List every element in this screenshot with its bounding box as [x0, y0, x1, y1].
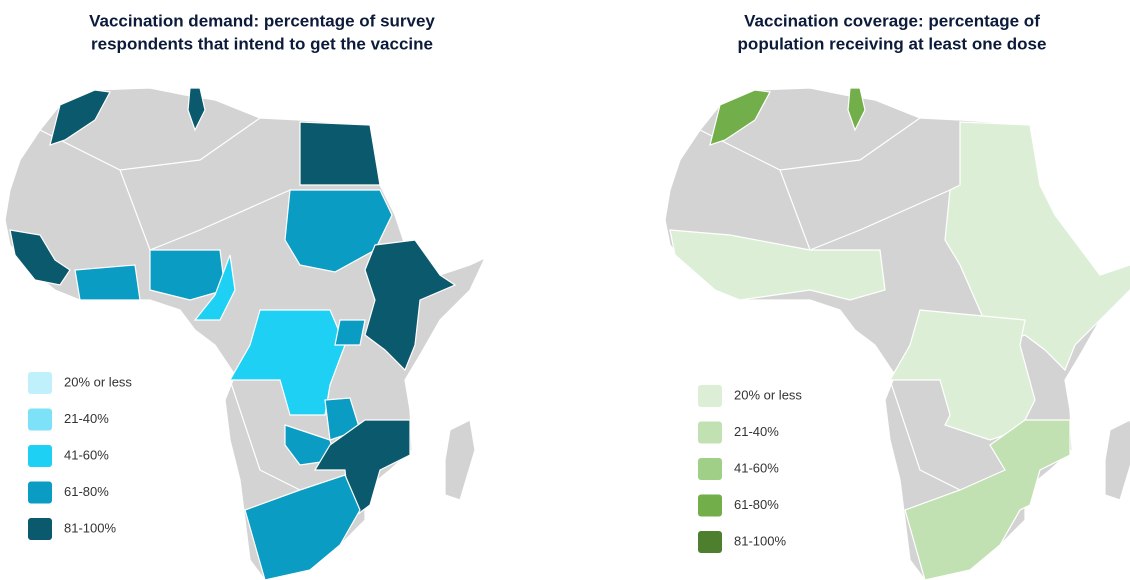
legend-swatch — [28, 408, 52, 431]
legend-swatch — [28, 518, 52, 540]
region — [244, 474, 361, 580]
legend-swatch — [698, 385, 722, 407]
map-title: population receiving at least one dose — [738, 34, 1047, 53]
legend-label: 41-60% — [734, 460, 779, 475]
legend-swatch — [28, 481, 52, 504]
region — [944, 121, 1130, 372]
region — [364, 239, 457, 372]
region — [904, 419, 1071, 580]
region — [888, 309, 1036, 441]
region — [228, 309, 346, 416]
legend-label: 81-100% — [734, 533, 786, 548]
legend-label: 21-40% — [64, 411, 109, 426]
legend-swatch — [698, 458, 722, 480]
region — [709, 89, 771, 146]
region — [193, 254, 236, 321]
region — [847, 87, 866, 132]
legend-label: 61-80% — [734, 497, 779, 512]
region — [284, 424, 336, 466]
legend-swatch — [698, 531, 722, 553]
region — [669, 229, 886, 301]
region — [299, 121, 381, 186]
legend-swatch — [698, 421, 722, 444]
legend-label: 20% or less — [734, 387, 802, 402]
region — [74, 264, 141, 301]
region — [313, 419, 411, 522]
map-title: Vaccination coverage: percentage of — [744, 11, 1040, 30]
region — [187, 87, 206, 132]
region — [334, 319, 366, 346]
region — [149, 249, 226, 301]
map-title: respondents that intend to get the vacci… — [91, 34, 433, 53]
legend-label: 21-40% — [734, 424, 779, 439]
region — [9, 229, 71, 286]
legend-label: 61-80% — [64, 484, 109, 499]
region — [49, 89, 111, 146]
legend-swatch — [28, 445, 52, 467]
legend-label: 81-100% — [64, 520, 116, 535]
legend-label: 41-60% — [64, 447, 109, 462]
region — [284, 189, 393, 273]
map-coverage — [664, 87, 1130, 580]
map-demand — [4, 87, 486, 580]
map-title: Vaccination demand: percentage of survey — [89, 11, 435, 30]
legend-swatch — [698, 494, 722, 517]
legend-swatch — [28, 372, 52, 394]
legend-label: 20% or less — [64, 374, 132, 389]
